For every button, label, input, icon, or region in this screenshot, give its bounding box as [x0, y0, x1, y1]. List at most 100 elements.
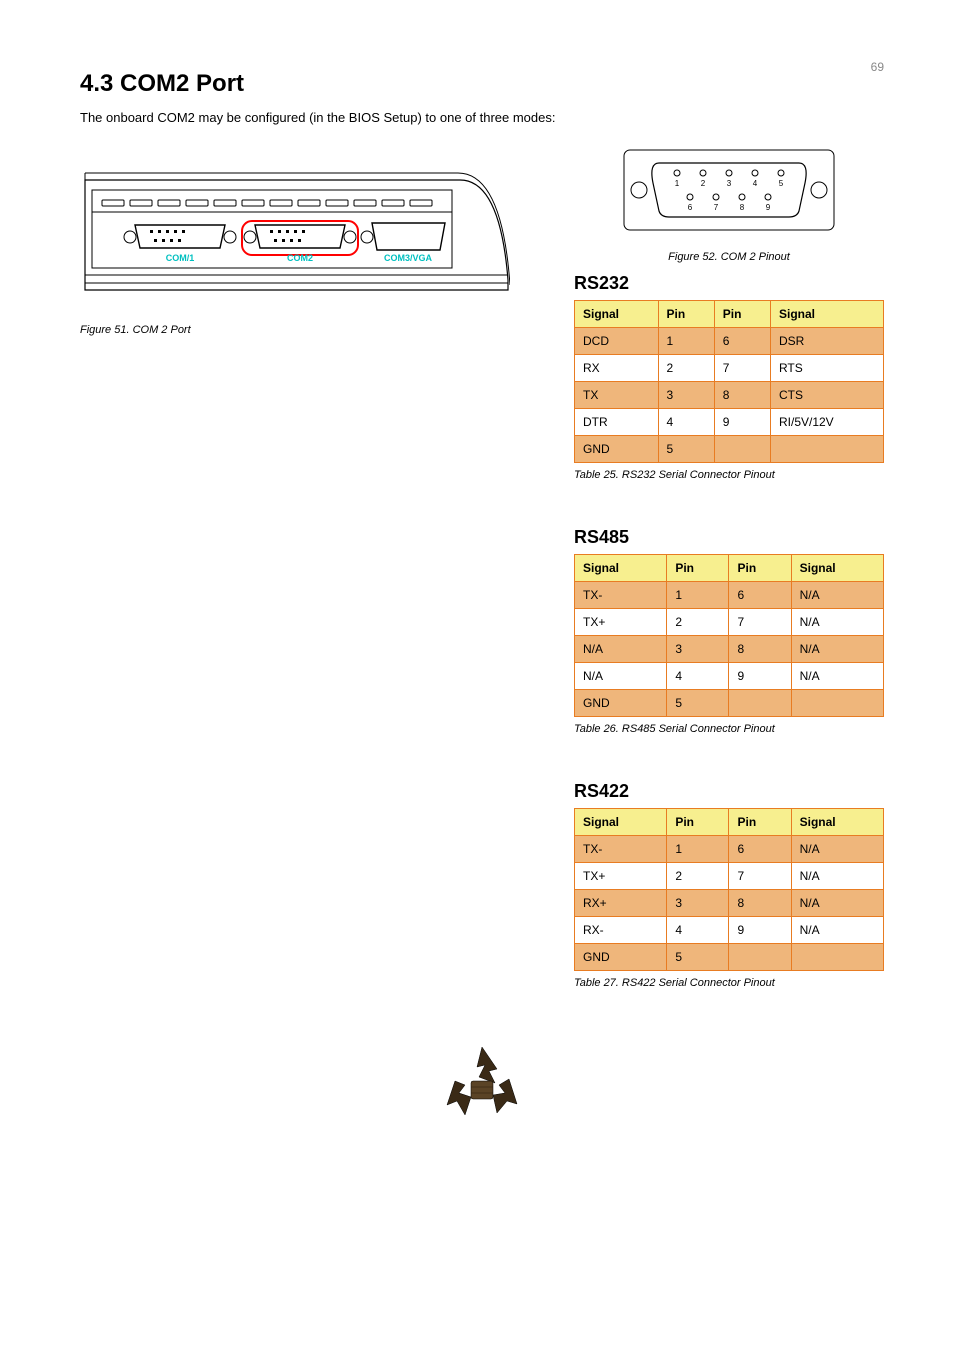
- table-header-cell: Signal: [791, 555, 883, 582]
- table-cell: N/A: [791, 890, 883, 917]
- table-cell: 7: [729, 863, 791, 890]
- table-cell: 2: [667, 863, 729, 890]
- table-cell: DSR: [770, 328, 883, 355]
- svg-text:4: 4: [753, 179, 758, 188]
- section-title: 4.3 COM2 Port: [80, 70, 884, 98]
- table-row: TX+27N/A: [575, 609, 884, 636]
- table-cell: 4: [667, 663, 729, 690]
- table-row: GND5: [575, 436, 884, 463]
- table-cell: 9: [729, 663, 791, 690]
- table-cell: GND: [575, 690, 667, 717]
- table-header-cell: Signal: [575, 555, 667, 582]
- table-cell: [729, 690, 791, 717]
- table-cell: RX+: [575, 890, 667, 917]
- com1-connector: COM/1: [124, 225, 236, 263]
- table-cell: TX-: [575, 582, 667, 609]
- table-row: RX-49N/A: [575, 917, 884, 944]
- table-cell: [770, 436, 883, 463]
- table-row: RX+38N/A: [575, 890, 884, 917]
- table-row: TX-16N/A: [575, 836, 884, 863]
- table-cell: 9: [729, 917, 791, 944]
- table-title: RS485: [574, 527, 884, 548]
- table-cell: 5: [658, 436, 714, 463]
- table-title: RS232: [574, 273, 884, 294]
- table-cell: [729, 944, 791, 971]
- table-header-cell: Pin: [667, 555, 729, 582]
- table-cell: 6: [714, 328, 770, 355]
- figure-right-caption: Figure 52. COM 2 Pinout: [574, 251, 884, 263]
- table-header-cell: Pin: [729, 809, 791, 836]
- figure-right-col: 12345 6789 Figure 52. COM 2 Pinout RS232…: [574, 145, 884, 999]
- table-caption: Table 25. RS232 Serial Connector Pinout: [574, 469, 884, 481]
- table-row: GND5: [575, 690, 884, 717]
- pinout-table: SignalPinPinSignalTX-16N/ATX+27N/ARX+38N…: [574, 808, 884, 971]
- table-cell: CTS: [770, 382, 883, 409]
- table-cell: GND: [575, 436, 659, 463]
- table-cell: 3: [658, 382, 714, 409]
- table-cell: 9: [714, 409, 770, 436]
- table-cell: RI/5V/12V: [770, 409, 883, 436]
- svg-text:COM2: COM2: [287, 253, 313, 263]
- svg-text:7: 7: [714, 203, 719, 212]
- device-rear-illustration: COM/1 COM2 COM3/VGA: [80, 145, 510, 315]
- table-cell: [791, 944, 883, 971]
- table-cell: TX: [575, 382, 659, 409]
- table-cell: TX+: [575, 863, 667, 890]
- table-cell: N/A: [791, 609, 883, 636]
- table-caption: Table 26. RS485 Serial Connector Pinout: [574, 723, 884, 735]
- figure-left-col: COM/1 COM2 COM3/VGA Figure 51. CO: [80, 145, 544, 999]
- table-cell: DCD: [575, 328, 659, 355]
- table-cell: 6: [729, 582, 791, 609]
- table-cell: RX: [575, 355, 659, 382]
- table-row: DTR49RI/5V/12V: [575, 409, 884, 436]
- table-cell: 7: [714, 355, 770, 382]
- pinout-table: SignalPinPinSignalDCD16DSRRX27RTSTX38CTS…: [574, 300, 884, 463]
- table-cell: 7: [729, 609, 791, 636]
- com2-connector: COM2: [242, 221, 358, 263]
- page-number: 69: [871, 60, 884, 74]
- table-cell: RX-: [575, 917, 667, 944]
- table-cell: 5: [667, 944, 729, 971]
- table-cell: 3: [667, 890, 729, 917]
- table-cell: GND: [575, 944, 667, 971]
- svg-text:1: 1: [675, 179, 680, 188]
- table-row: TX+27N/A: [575, 863, 884, 890]
- table-cell: 3: [667, 636, 729, 663]
- table-cell: N/A: [791, 863, 883, 890]
- table-cell: DTR: [575, 409, 659, 436]
- table-cell: TX+: [575, 609, 667, 636]
- table-cell: N/A: [575, 636, 667, 663]
- table-row: TX-16N/A: [575, 582, 884, 609]
- table-cell: 8: [729, 890, 791, 917]
- svg-text:COM3/VGA: COM3/VGA: [384, 253, 433, 263]
- table-header-cell: Pin: [714, 301, 770, 328]
- table-cell: 1: [667, 836, 729, 863]
- svg-text:5: 5: [779, 179, 784, 188]
- table-row: N/A49N/A: [575, 663, 884, 690]
- table-header-cell: Signal: [791, 809, 883, 836]
- table-row: DCD16DSR: [575, 328, 884, 355]
- footer-logo: [437, 1039, 527, 1129]
- table-cell: 1: [658, 328, 714, 355]
- table-cell: 2: [667, 609, 729, 636]
- svg-text:2: 2: [701, 179, 706, 188]
- pinout-table: SignalPinPinSignalTX-16N/ATX+27N/AN/A38N…: [574, 554, 884, 717]
- table-cell: N/A: [791, 663, 883, 690]
- table-cell: 6: [729, 836, 791, 863]
- table-header-cell: Signal: [770, 301, 883, 328]
- table-cell: [714, 436, 770, 463]
- table-cell: 8: [714, 382, 770, 409]
- intro-text: The onboard COM2 may be configured (in t…: [80, 110, 884, 125]
- table-cell: 8: [729, 636, 791, 663]
- table-cell: 2: [658, 355, 714, 382]
- table-cell: 4: [667, 917, 729, 944]
- figure-left-caption: Figure 51. COM 2 Port: [80, 324, 544, 336]
- table-header-cell: Pin: [658, 301, 714, 328]
- figure-row: COM/1 COM2 COM3/VGA Figure 51. CO: [80, 145, 884, 999]
- table-header-cell: Pin: [729, 555, 791, 582]
- table-cell: N/A: [575, 663, 667, 690]
- table-cell: N/A: [791, 636, 883, 663]
- table-row: GND5: [575, 944, 884, 971]
- svg-text:6: 6: [688, 203, 693, 212]
- table-cell: 1: [667, 582, 729, 609]
